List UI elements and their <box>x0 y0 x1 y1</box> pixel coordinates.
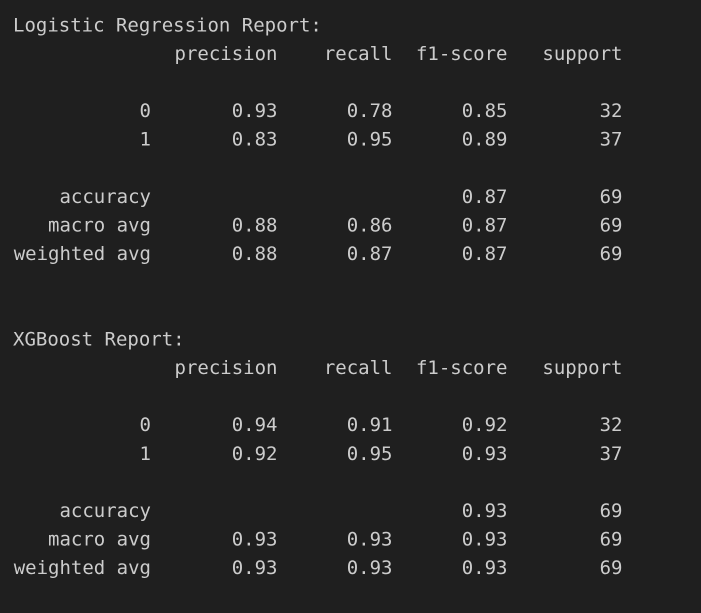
metric-value: 32 <box>600 414 623 436</box>
metric-value: 0.85 <box>462 100 508 122</box>
column-header: support <box>542 357 622 379</box>
row-label: 1 <box>140 129 151 151</box>
metric-value: 0.93 <box>462 557 508 579</box>
metric-value: 0.87 <box>462 186 508 208</box>
row-label: 0 <box>140 414 151 436</box>
report-title: XGBoost Report: <box>13 329 185 351</box>
metric-value: 0.78 <box>347 100 393 122</box>
metric-value: 0.93 <box>347 528 393 550</box>
metric-value: 0.95 <box>347 443 393 465</box>
column-header: f1-score <box>416 43 508 65</box>
column-header: precision <box>175 43 278 65</box>
column-header: precision <box>175 357 278 379</box>
metric-value: 0.93 <box>462 443 508 465</box>
row-label: 1 <box>140 443 151 465</box>
metric-value: 0.92 <box>462 414 508 436</box>
metric-value: 0.93 <box>347 557 393 579</box>
metric-value: 69 <box>600 500 623 522</box>
row-label: weighted avg <box>14 557 151 579</box>
metric-value: 69 <box>600 186 623 208</box>
metric-value: 0.87 <box>462 243 508 265</box>
metric-value: 0.93 <box>232 557 278 579</box>
column-header: recall <box>324 43 393 65</box>
metric-value: 0.88 <box>232 214 278 236</box>
metric-value: 69 <box>600 214 623 236</box>
metric-value: 69 <box>600 557 623 579</box>
metric-value: 0.89 <box>462 129 508 151</box>
report-title: Logistic Regression Report: <box>13 15 322 37</box>
metric-value: 0.87 <box>347 243 393 265</box>
metric-value: 32 <box>600 100 623 122</box>
metric-value: 0.87 <box>462 214 508 236</box>
row-label: weighted avg <box>14 243 151 265</box>
metric-value: 69 <box>600 243 623 265</box>
metric-value: 37 <box>600 443 623 465</box>
metric-value: 0.88 <box>232 243 278 265</box>
column-header: recall <box>324 357 393 379</box>
row-label: macro avg <box>48 528 151 550</box>
metric-value: 0.95 <box>347 129 393 151</box>
column-header: f1-score <box>416 357 508 379</box>
metric-value: 0.92 <box>232 443 278 465</box>
metric-value: 0.86 <box>347 214 393 236</box>
metric-value: 0.93 <box>462 500 508 522</box>
metric-value: 0.93 <box>462 528 508 550</box>
metric-value: 0.91 <box>347 414 393 436</box>
metric-value: 0.93 <box>232 100 278 122</box>
row-label: macro avg <box>48 214 151 236</box>
column-header: support <box>542 43 622 65</box>
metric-value: 0.93 <box>232 528 278 550</box>
row-label: 0 <box>140 100 151 122</box>
metric-value: 69 <box>600 528 623 550</box>
metric-value: 37 <box>600 129 623 151</box>
metric-value: 0.94 <box>232 414 278 436</box>
row-label: accuracy <box>59 500 151 522</box>
metric-value: 0.83 <box>232 129 278 151</box>
row-label: accuracy <box>59 186 151 208</box>
